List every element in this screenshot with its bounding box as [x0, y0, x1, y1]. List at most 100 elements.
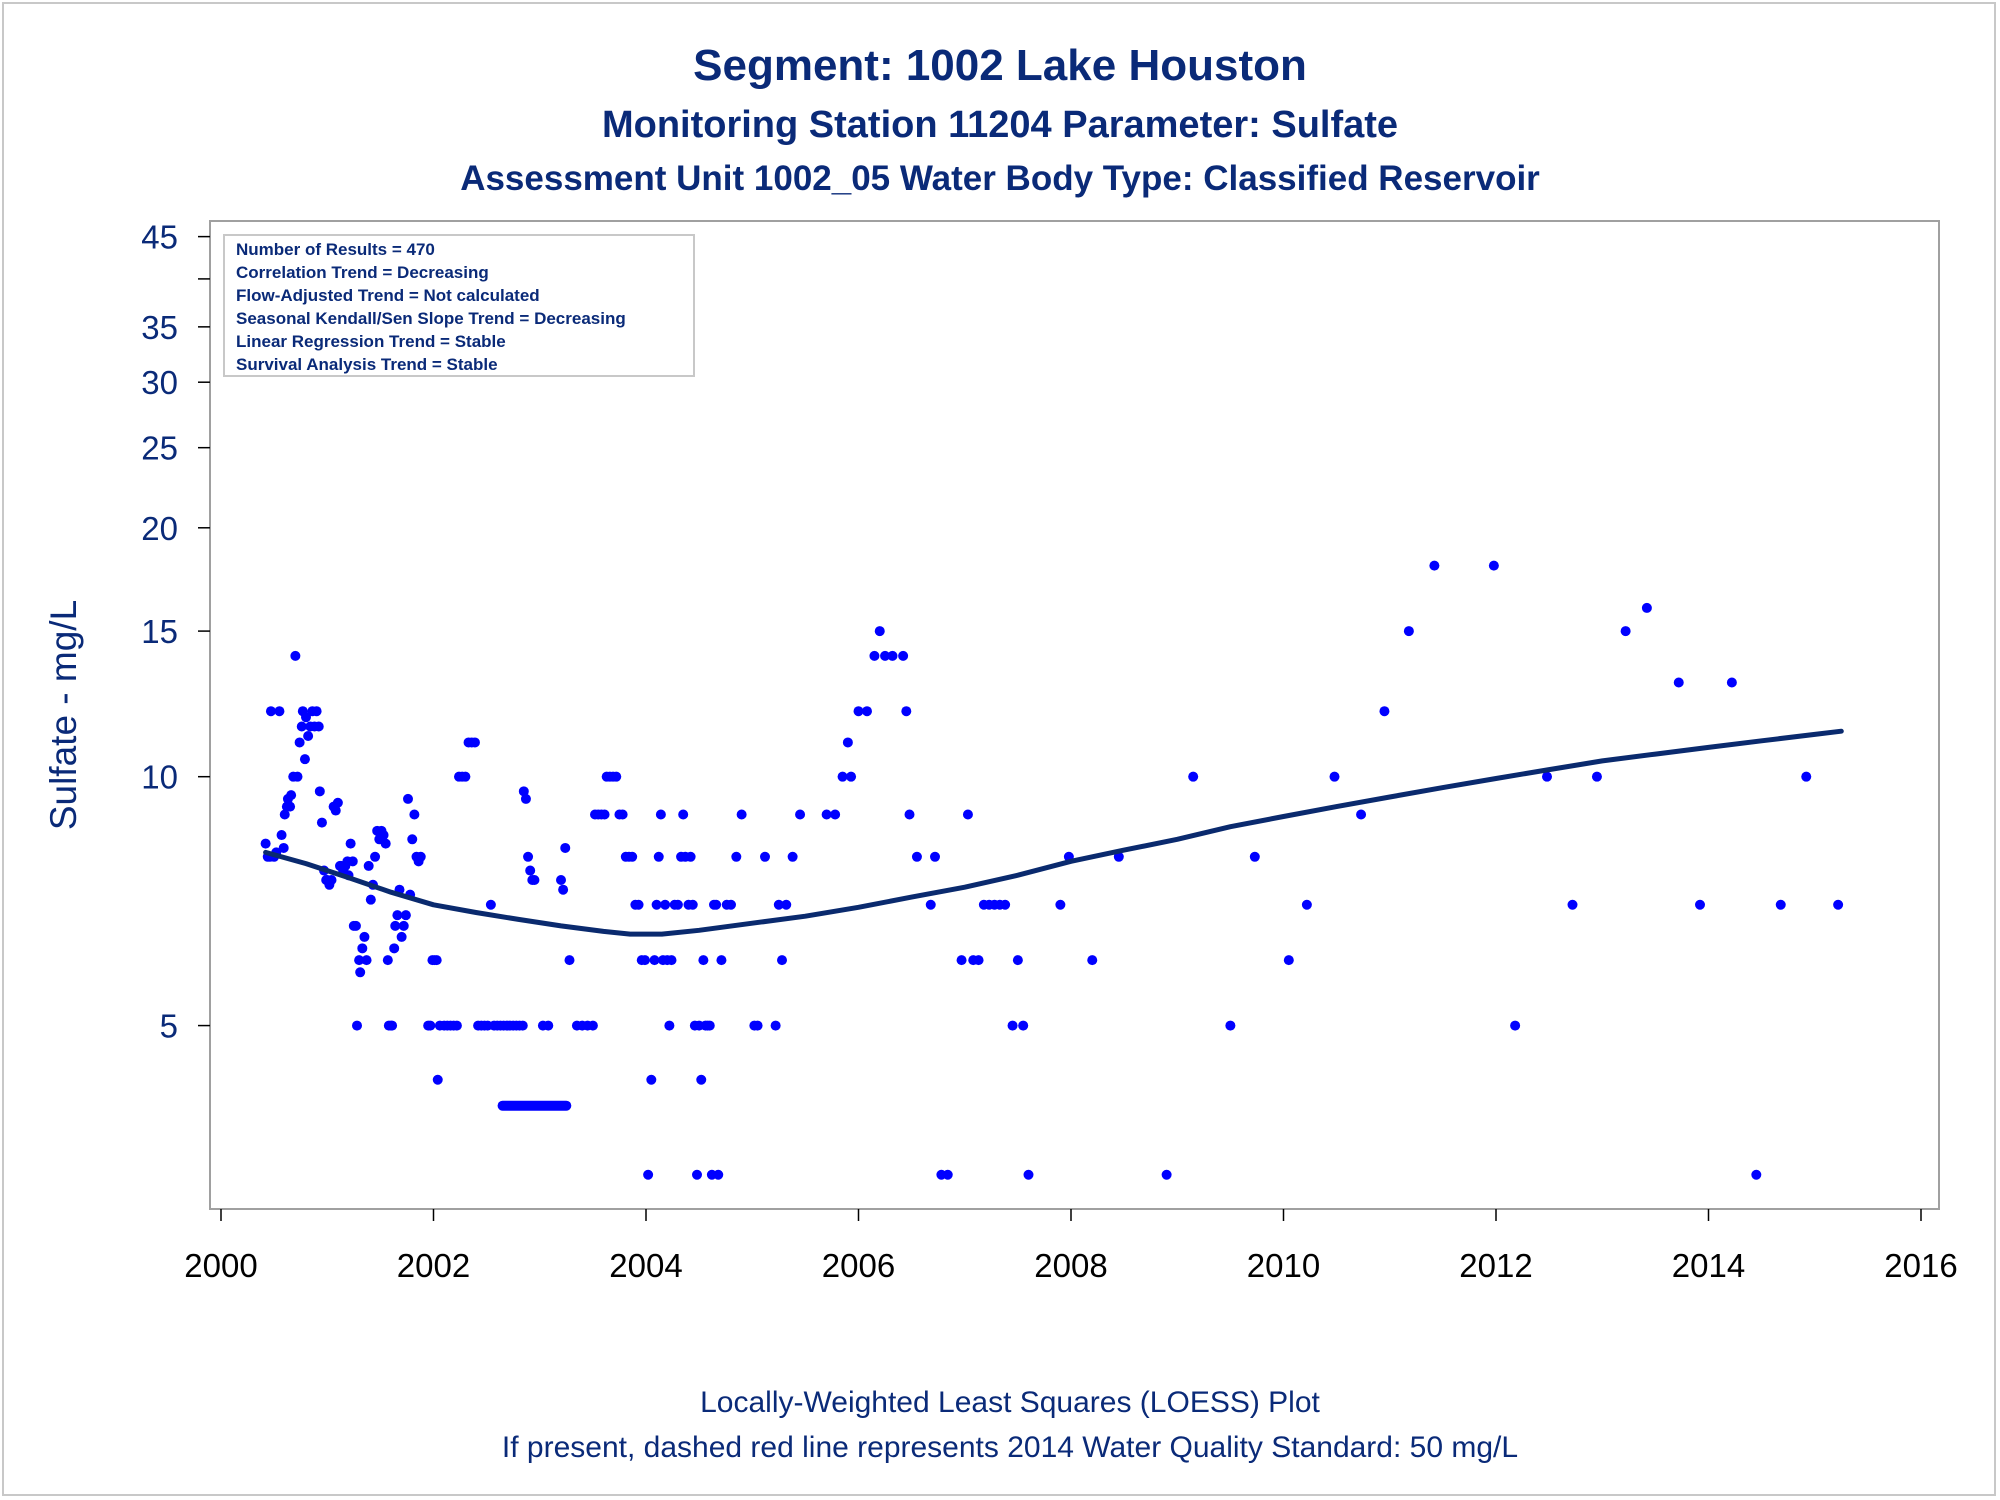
data-point — [292, 771, 303, 782]
data-point — [265, 706, 276, 717]
x-tick-label: 2000 — [184, 1247, 257, 1284]
data-point — [363, 860, 374, 871]
data-point — [279, 809, 290, 820]
data-point — [529, 874, 540, 885]
data-point — [837, 771, 848, 782]
data-point — [361, 955, 372, 966]
data-point — [290, 650, 301, 661]
data-point — [352, 1020, 362, 1031]
data-point — [1301, 899, 1312, 910]
data-point — [599, 809, 610, 820]
data-point — [354, 955, 365, 966]
data-point — [1403, 626, 1414, 637]
data-point — [1356, 809, 1367, 820]
data-marks — [260, 560, 1844, 1180]
y-tick-label: 30 — [141, 364, 178, 401]
data-point — [869, 650, 880, 661]
data-point — [469, 737, 480, 748]
data-point — [787, 851, 798, 862]
data-point — [316, 817, 327, 828]
data-point — [781, 899, 792, 910]
data-point — [611, 771, 622, 782]
data-point — [543, 1020, 554, 1031]
data-point — [672, 899, 683, 910]
data-point — [523, 851, 534, 862]
data-point — [770, 1020, 781, 1031]
data-point — [451, 1020, 462, 1031]
data-point — [956, 955, 967, 966]
data-point — [942, 1169, 953, 1180]
data-point — [330, 805, 341, 816]
data-point — [1673, 677, 1684, 688]
stat-flow-adjusted-trend: Flow-Adjusted Trend = Not calculated — [236, 286, 540, 305]
data-point — [286, 790, 297, 801]
data-point — [365, 894, 376, 905]
data-point — [311, 706, 322, 717]
data-point — [678, 809, 689, 820]
stat-seasonal-kendall-trend: Seasonal Kendall/Sen Slope Trend = Decre… — [236, 309, 626, 328]
data-point — [627, 851, 638, 862]
data-point — [1055, 899, 1066, 910]
data-point — [1249, 851, 1260, 862]
data-point — [1018, 1020, 1029, 1031]
data-point — [1329, 771, 1340, 782]
data-point — [260, 838, 271, 849]
data-point — [389, 943, 400, 954]
data-point — [517, 1020, 528, 1031]
data-point — [685, 851, 696, 862]
data-point — [862, 706, 872, 717]
data-point — [846, 771, 857, 782]
data-point — [560, 842, 571, 853]
data-point — [925, 899, 936, 910]
y-tick-label: 5 — [160, 1008, 178, 1045]
x-tick-label: 2014 — [1672, 1247, 1745, 1284]
data-point — [887, 650, 898, 661]
data-point — [643, 1169, 654, 1180]
data-point — [432, 1074, 443, 1085]
data-point — [355, 967, 366, 978]
data-point — [1087, 955, 1098, 966]
data-point — [1567, 899, 1578, 910]
data-point — [1801, 771, 1812, 782]
data-point — [359, 931, 370, 942]
data-point — [653, 851, 664, 862]
data-point — [1023, 1169, 1034, 1180]
data-point — [345, 838, 356, 849]
data-point — [1775, 899, 1786, 910]
data-point — [558, 884, 569, 895]
data-point — [1161, 1169, 1172, 1180]
data-point — [716, 955, 727, 966]
y-tick-label: 35 — [141, 309, 178, 346]
data-point — [587, 1020, 598, 1031]
y-tick-label: 45 — [141, 219, 178, 256]
x-tick-label: 2010 — [1247, 1247, 1320, 1284]
data-point — [564, 955, 575, 966]
data-point — [1510, 1020, 1521, 1031]
data-point — [299, 754, 310, 765]
data-point — [713, 1169, 724, 1180]
data-point — [294, 737, 305, 748]
data-point — [736, 809, 747, 820]
data-point — [370, 851, 381, 862]
chart-subtitle-station: Monitoring Station 11204 Parameter: Sulf… — [602, 104, 1398, 146]
y-tick-label: 25 — [141, 430, 178, 467]
data-point — [874, 626, 885, 637]
data-point — [901, 706, 912, 717]
data-point — [378, 830, 389, 841]
data-point — [278, 842, 289, 853]
data-point — [285, 801, 296, 812]
data-point — [303, 730, 314, 741]
data-point — [347, 856, 358, 867]
data-point — [692, 1169, 702, 1180]
x-tick-label: 2004 — [609, 1247, 682, 1284]
data-point — [1591, 771, 1602, 782]
data-point — [326, 874, 337, 885]
data-point — [639, 955, 650, 966]
data-point — [711, 899, 722, 910]
chart-title: Segment: 1002 Lake Houston — [693, 41, 1307, 90]
data-point — [696, 1074, 707, 1085]
data-point — [930, 851, 940, 862]
data-point — [350, 920, 361, 931]
data-point — [1620, 626, 1631, 637]
